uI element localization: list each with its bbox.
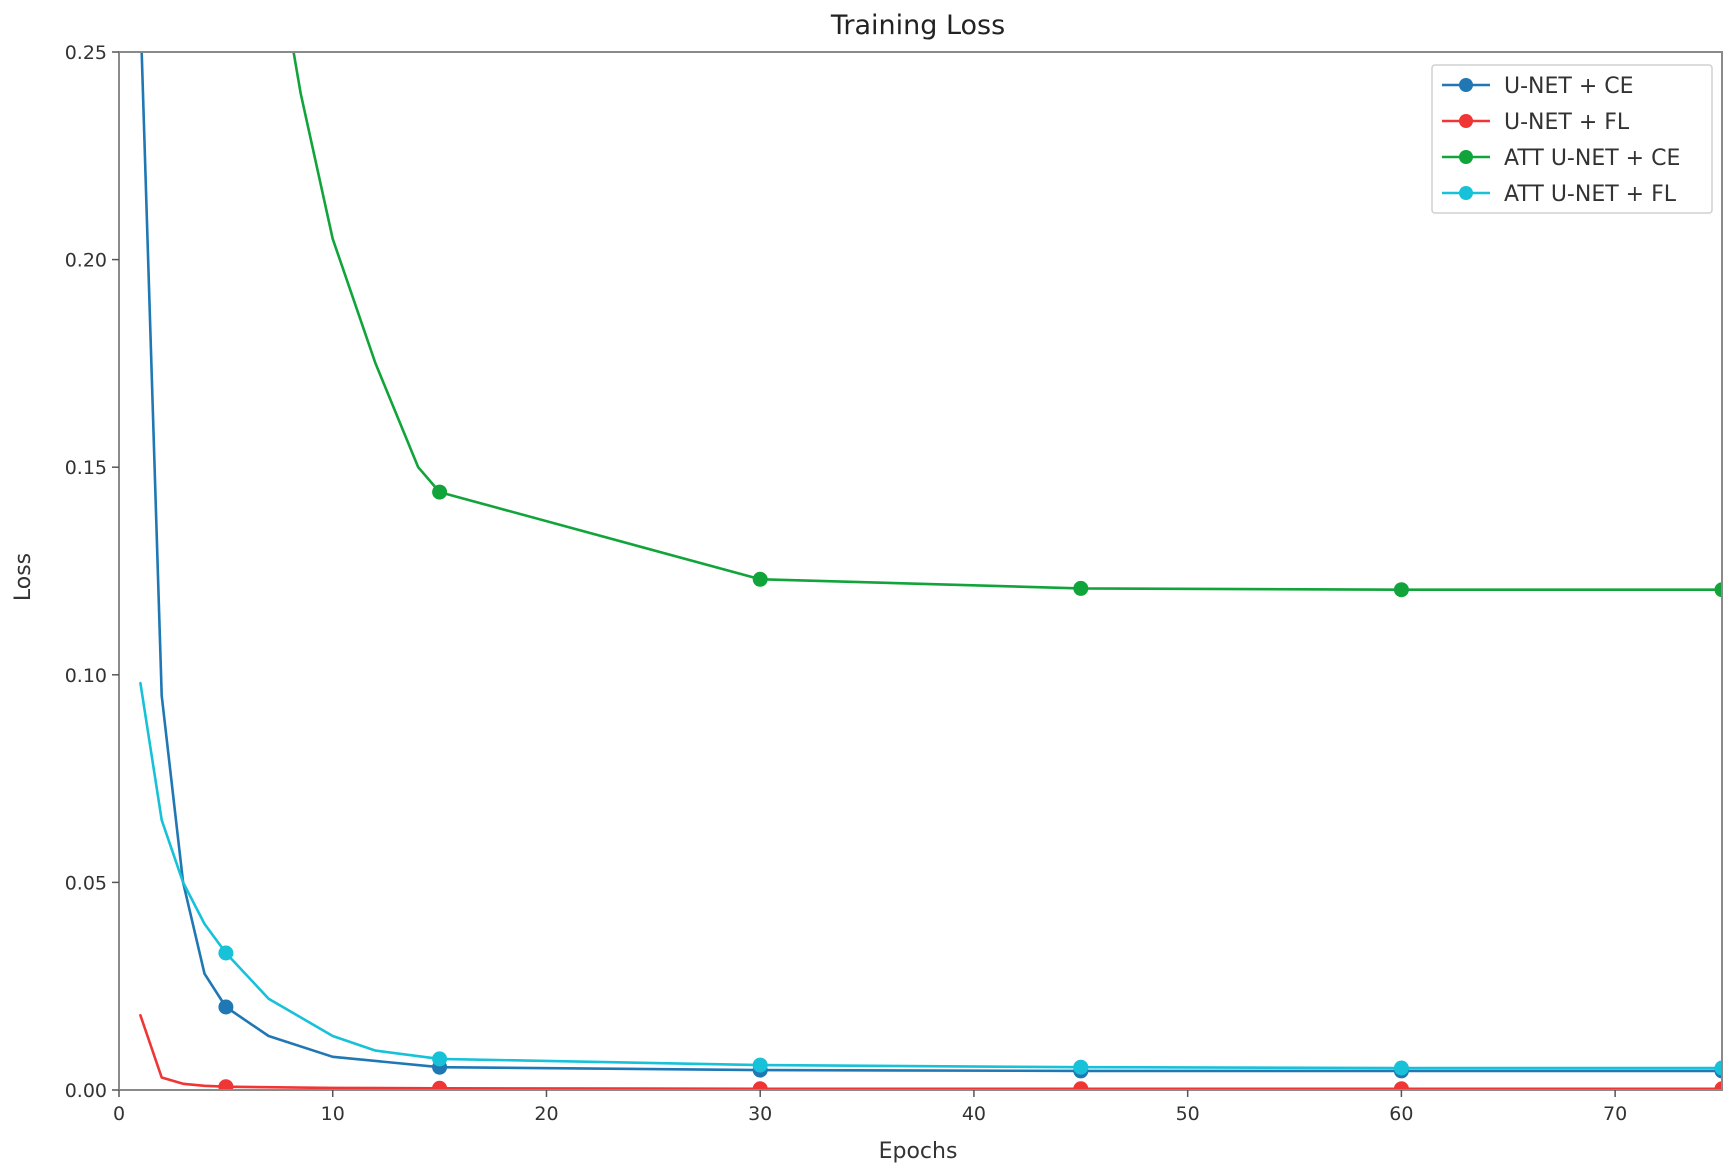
x-tick-label: 20 <box>534 1103 558 1125</box>
series-3-marker <box>1714 1060 1722 1076</box>
series-1 <box>139 1014 1722 1090</box>
legend-box <box>1431 64 1713 214</box>
legend-swatch-marker <box>1459 186 1473 200</box>
legend-item: ATT U-NET + CE <box>1442 146 1680 171</box>
series-2-marker <box>432 484 448 500</box>
series-3-marker <box>752 1057 768 1073</box>
series-1-marker <box>432 1080 448 1090</box>
y-tick-label: 0.10 <box>65 665 107 687</box>
legend-label: ATT U-NET + FL <box>1504 182 1677 207</box>
series-3-marker <box>1073 1059 1089 1075</box>
x-tick-label: 0 <box>113 1103 125 1125</box>
x-axis-title: Epochs <box>879 1139 958 1164</box>
series-0-marker <box>218 999 234 1015</box>
series-2-marker <box>1714 582 1722 598</box>
series-2 <box>292 52 1722 598</box>
y-tick-label: 0.05 <box>65 872 107 894</box>
y-axis-title: Loss <box>11 553 36 601</box>
legend-label: ATT U-NET + CE <box>1504 146 1680 171</box>
legend-swatch-marker <box>1459 114 1473 128</box>
series-3-marker <box>432 1051 448 1067</box>
series-3-marker <box>1393 1060 1409 1076</box>
legend-label: U-NET + FL <box>1504 110 1630 135</box>
series-3 <box>139 681 1722 1076</box>
legend-item: U-NET + CE <box>1442 74 1634 99</box>
plot-frame <box>118 51 1723 1091</box>
y-tick-label: 0.20 <box>65 250 107 272</box>
x-tick-label: 40 <box>962 1103 986 1125</box>
series-3-marker <box>218 945 234 961</box>
series-1-marker <box>752 1081 768 1090</box>
plot-area <box>119 52 1722 1090</box>
series-1-marker <box>1393 1081 1409 1090</box>
series-line-1 <box>139 1014 1722 1090</box>
series-1-marker <box>1714 1081 1722 1090</box>
x-tick-label: 10 <box>321 1103 345 1125</box>
legend: U-NET + CE U-NET + FL ATT U-NET + CE ATT U-… <box>1431 64 1713 214</box>
y-tick-label: 0.25 <box>65 42 107 64</box>
legend-swatch-marker <box>1459 78 1473 92</box>
legend-swatch-marker <box>1459 150 1473 164</box>
series-line-0 <box>140 52 1722 1073</box>
y-tick-label: 0.15 <box>65 457 107 479</box>
series-line-2 <box>292 52 1722 591</box>
series-2-marker <box>1073 580 1089 596</box>
legend-label: U-NET + CE <box>1504 74 1634 99</box>
series-1-marker <box>1073 1081 1089 1090</box>
chart-title: Training Loss <box>830 10 1005 41</box>
series-2-marker <box>752 571 768 587</box>
legend-item: ATT U-NET + FL <box>1442 182 1677 207</box>
x-tick-label: 60 <box>1389 1103 1413 1125</box>
y-tick-label: 0.00 <box>65 1080 107 1102</box>
x-tick-label: 50 <box>1176 1103 1200 1125</box>
x-tick-label: 70 <box>1603 1103 1627 1125</box>
legend-item: U-NET + FL <box>1442 110 1630 135</box>
series-2-marker <box>1393 582 1409 598</box>
x-tick-label: 30 <box>748 1103 772 1125</box>
series-1-marker <box>218 1079 234 1090</box>
